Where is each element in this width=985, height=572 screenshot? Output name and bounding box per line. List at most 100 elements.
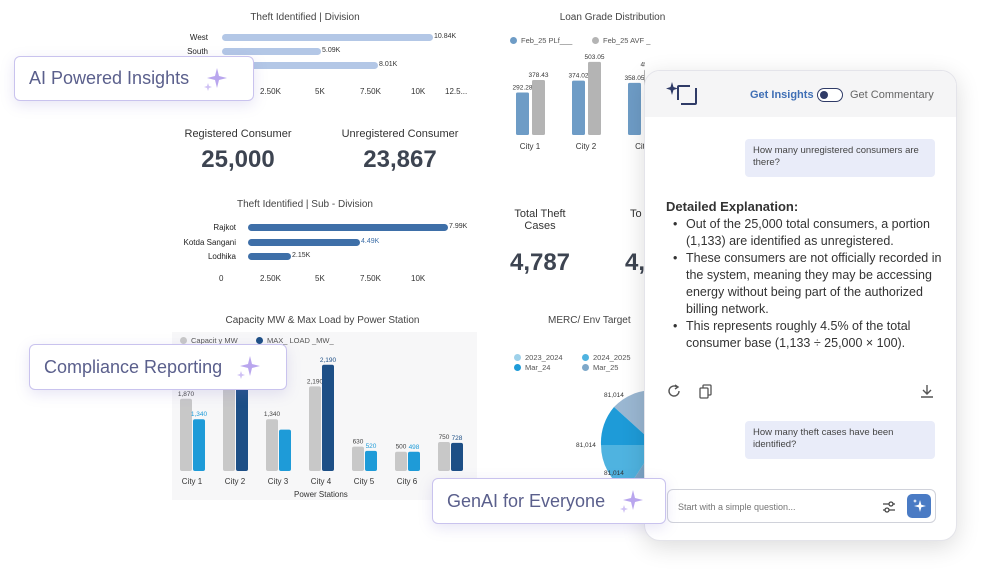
sparkle-send-icon (913, 499, 926, 512)
loan-grade-value-label: 378.43 (529, 72, 549, 79)
capacity-bar[interactable] (180, 398, 192, 471)
theft-division-chart: West South 10.84K 5.09K 8.01K 2.50K 5K 7… (170, 28, 480, 100)
kpi-partial-label: To (630, 208, 642, 220)
loan-grade-bar[interactable] (572, 80, 585, 135)
capacity-bar[interactable] (279, 429, 291, 471)
capacity-bar[interactable] (236, 370, 248, 471)
registered-consumer-value: 25,000 (201, 146, 275, 173)
division-value-south: 5.09K (322, 47, 341, 54)
filter-sliders-icon[interactable] (881, 499, 897, 515)
legend-label-2023: 2023_2024 (525, 353, 563, 362)
division-tick: 2.50K (260, 87, 281, 96)
subdivision-bar-rajkot[interactable] (248, 224, 448, 231)
toggle-knob (820, 91, 828, 99)
capacity-category-label: City 5 (354, 477, 375, 486)
capacity-value-label: 1,340 (191, 411, 208, 418)
capacity-value-label: 500 (396, 444, 407, 451)
ai-powered-insights-badge: AI Powered Insights (14, 56, 254, 101)
division-tick: 12.5... (445, 87, 468, 96)
loan-grade-value-label: 292.28 (513, 84, 533, 91)
legend-label-plf: Feb_25 PLf___ (521, 36, 573, 45)
division-bar-south[interactable] (222, 48, 321, 55)
explanation-title: Detailed Explanation: (666, 199, 799, 214)
division-bar-west[interactable] (222, 34, 433, 41)
capacity-category-label: City 1 (182, 477, 203, 486)
explanation-bullet: Out of the 25,000 total consumers, a por… (673, 216, 943, 250)
ai-expand-icon[interactable] (663, 80, 701, 108)
legend-label-avf: Feb_25 AVF _ (603, 36, 651, 45)
tab-get-commentary[interactable]: Get Commentary (850, 89, 934, 101)
capacity-bar[interactable] (352, 446, 364, 471)
division-bar-3[interactable] (222, 62, 378, 69)
copy-icon[interactable] (698, 383, 714, 399)
capacity-bar[interactable] (266, 419, 278, 471)
capacity-bar[interactable] (438, 442, 450, 471)
subdivision-tick: 7.50K (360, 274, 381, 283)
ai-powered-insights-label: AI Powered Insights (29, 68, 190, 88)
division-label-south: South (187, 47, 208, 56)
legend-dot-mar25 (582, 364, 589, 371)
subdivision-tick: 5K (315, 274, 325, 283)
loan-grade-value-label: 503.05 (585, 54, 605, 61)
capacity-category-label: City 3 (268, 477, 289, 486)
merc-label: 81,014 (604, 470, 624, 477)
legend-dot-maxload (256, 337, 263, 344)
legend-dot-mar24 (514, 364, 521, 371)
subdivision-value-lodhika: 2.15K (292, 252, 311, 259)
loan-grade-bar[interactable] (532, 79, 545, 135)
division-tick: 5K (315, 87, 325, 96)
subdivision-bar-lodhika[interactable] (248, 253, 291, 260)
loan-grade-category-label: City 1 (520, 142, 541, 151)
insights-commentary-toggle[interactable] (817, 88, 843, 102)
explanation-bullet: These consumers are not officially recor… (673, 250, 943, 318)
capacity-value-label: 630 (353, 439, 364, 446)
user-question-1: How many unregistered consumers are ther… (745, 139, 935, 177)
unregistered-consumer-label: Unregistered Consumer (341, 128, 459, 140)
legend-dot-capacity (180, 337, 187, 344)
legend-label-maxload: MAX_ LOAD _MW_ (267, 336, 334, 345)
regenerate-icon[interactable] (666, 383, 682, 399)
capacity-bar[interactable] (451, 442, 463, 471)
loan-grade-category-label: City 2 (576, 142, 597, 151)
subdivision-tick: 10K (411, 274, 426, 283)
legend-label-capacity: Capacit y MW (191, 336, 238, 345)
subdivision-bar-kotda[interactable] (248, 239, 360, 246)
total-theft-cases-value: 4,787 (509, 249, 571, 276)
capacity-bar[interactable] (395, 451, 407, 471)
chat-input[interactable] (678, 498, 868, 515)
capacity-bar[interactable] (193, 419, 205, 471)
tab-get-insights[interactable]: Get Insights (750, 89, 814, 101)
loan-grade-bar[interactable] (516, 92, 529, 135)
subdivision-label-rajkot: Rajkot (213, 223, 236, 232)
legend-dot-2024 (582, 354, 589, 361)
merc-label: 81,014 (604, 392, 624, 399)
loan-grade-bar[interactable] (588, 61, 601, 136)
capacity-xlabel: Power Stations (294, 490, 348, 499)
division-label-west: West (189, 33, 208, 42)
download-icon[interactable] (919, 383, 935, 399)
explanation-list: Out of the 25,000 total consumers, a por… (673, 216, 943, 352)
theft-division-title: Theft Identified | Division (250, 12, 360, 23)
merc-legend: 2023_2024 2024_2025 Mar_24 Mar_25 (514, 353, 644, 377)
capacity-value-label: 728 (452, 435, 463, 442)
loan-grade-bars: 292.28 378.43 City 1 374.02 503.05 City 2 358.… (513, 54, 645, 151)
capacity-value-label: 2,190 (307, 378, 324, 385)
unregistered-consumer-value: 23,867 (363, 146, 437, 173)
loan-grade-legend: Feb_25 PLf___ Feb_25 AVF _ (510, 36, 670, 48)
loan-grade-bar[interactable] (628, 82, 641, 135)
capacity-bar[interactable] (322, 364, 334, 471)
capacity-value-label: 1,870 (178, 391, 195, 398)
capacity-legend: Capacit y MW MAX_ LOAD _MW_ (180, 336, 380, 348)
capacity-bar[interactable] (309, 386, 321, 471)
loan-grade-category-label: City (635, 142, 645, 151)
loan-grade-value-label: 450.17 (641, 62, 645, 69)
capacity-bar[interactable] (365, 450, 377, 471)
compliance-reporting-label: Compliance Reporting (44, 356, 223, 377)
capacity-bar[interactable] (408, 451, 420, 471)
capacity-value-label: 750 (439, 434, 450, 441)
merc-label: 81,014 (576, 442, 596, 449)
capacity-value-label: 2,190 (320, 357, 337, 364)
send-button[interactable] (907, 494, 931, 518)
capacity-value-label: 1,340 (264, 411, 281, 418)
division-tick: 10K (411, 87, 426, 96)
